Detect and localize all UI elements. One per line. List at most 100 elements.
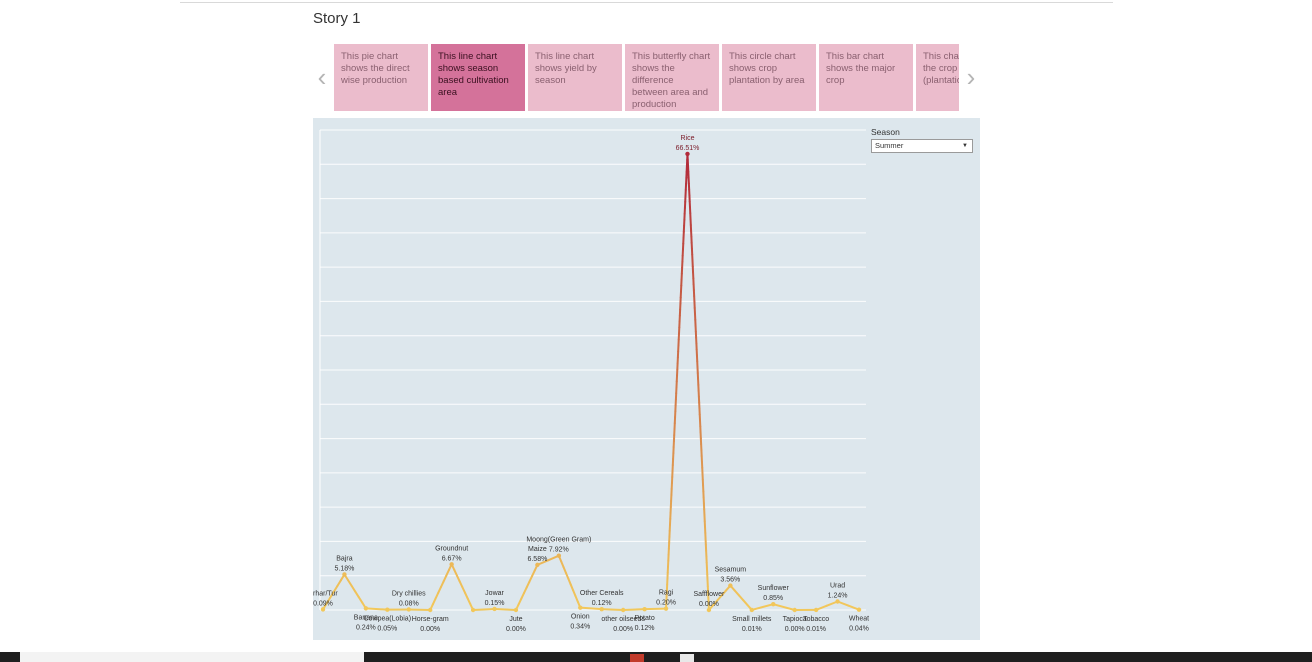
story-point-card[interactable]: This pie chart shows the direct wise pro… (334, 44, 428, 111)
data-label-value: 0.08% (399, 600, 419, 607)
data-point (620, 607, 626, 613)
data-label-name: Groundnut (435, 545, 468, 552)
app-icon[interactable] (680, 654, 694, 662)
story-point-card[interactable]: This chart shows the crop (plantation co… (916, 44, 959, 111)
series-line-segment (354, 590, 360, 599)
data-label-name: Cowpea(Lobia) (364, 616, 411, 623)
data-label-name: Onion (571, 614, 590, 621)
series-line-segment (772, 603, 796, 611)
series-line-segment (712, 599, 719, 607)
story-point-card[interactable]: This circle chart shows crop plantation … (722, 44, 816, 111)
series-line-segment (574, 595, 579, 603)
series-line-segment (531, 569, 536, 578)
series-line-segment (523, 586, 528, 595)
series-line-segment (564, 572, 570, 580)
data-label-value: 5.18% (335, 565, 355, 572)
series-line-segment (453, 568, 458, 577)
series-line-segment (431, 597, 437, 606)
series-line-segment (364, 607, 389, 611)
season-filter-dropdown[interactable]: Summer ▼ (871, 139, 973, 153)
data-label-name: Small millets (732, 616, 772, 623)
story-title: Story 1 (313, 10, 361, 27)
series-line-segment (325, 596, 332, 605)
data-label-value: 0.20% (656, 600, 676, 607)
top-divider (180, 2, 1113, 3)
data-point (856, 607, 862, 612)
story-point-card[interactable]: This butterfly chart shows the differenc… (625, 44, 719, 111)
data-label-value: 0.00% (506, 626, 526, 633)
data-point (835, 599, 840, 604)
series-line-segment (407, 608, 432, 611)
data-label-value: 0.85% (763, 595, 783, 602)
season-area-line-chart: Arhar/Tur 0.09% Bajra 5.18% Banana 0.24%Cowpe… (313, 129, 869, 633)
browser-icon[interactable] (630, 654, 644, 662)
series-line-segment (569, 583, 575, 592)
season-filter-value: Summer (875, 141, 904, 150)
data-point (342, 572, 347, 577)
data-label-name: Banana (354, 614, 378, 621)
data-point (406, 607, 411, 612)
story-point-card[interactable]: This bar chart shows the major crop (819, 44, 913, 111)
data-label-value: 0.01% (742, 626, 762, 633)
data-label-value: 0.05% (377, 626, 397, 633)
series-line-segment (350, 584, 357, 593)
data-point (385, 607, 390, 612)
data-point (728, 583, 733, 588)
series-line-segment (525, 580, 531, 589)
data-point (642, 606, 647, 612)
series-line-segment (562, 566, 567, 575)
series-line-segment (733, 589, 740, 597)
series-line-segment (750, 603, 775, 611)
series-line-segment (442, 574, 448, 583)
data-label-value: 0.12% (635, 625, 655, 632)
series-line-segment (456, 574, 461, 583)
data-label-name: Maize (528, 546, 547, 553)
series-line-segment (742, 599, 749, 607)
story-points-strip: This pie chart shows the direct wise pro… (334, 44, 959, 111)
series-line-segment (572, 589, 577, 598)
data-label-name: Urad (830, 582, 845, 589)
data-label-value: 6.58% (527, 556, 547, 563)
data-point (685, 151, 690, 157)
series-line-segment (579, 606, 603, 611)
data-label-name: Horse-gram (412, 616, 449, 623)
series-line-segment (329, 590, 335, 599)
data-point (428, 607, 433, 613)
data-label-value: 0.24% (356, 624, 376, 631)
chevron-left-icon[interactable]: ‹ (317, 62, 327, 92)
data-label-value: 0.00% (785, 626, 805, 633)
data-label-value: 0.04% (849, 626, 869, 633)
data-label-name: Bajra (336, 555, 352, 562)
data-label-value: 0.00% (613, 626, 633, 633)
data-point (771, 601, 776, 607)
taskbar-search-box[interactable] (20, 652, 364, 662)
data-point (320, 607, 326, 612)
data-point (492, 606, 497, 612)
series-line-segment (336, 579, 342, 588)
season-filter-title: Season (871, 127, 900, 137)
story-point-card[interactable]: This line chart shows yield by season (528, 44, 622, 111)
data-point (470, 607, 476, 613)
data-label-name: Jowar (485, 590, 504, 597)
data-label-value: 0.12% (592, 600, 612, 607)
series-line-segment (528, 575, 534, 583)
data-label-name: Other Cereals (580, 590, 624, 597)
data-label-value: 0.01% (806, 626, 826, 633)
data-label-value: 0.00% (699, 601, 719, 608)
data-point (792, 607, 797, 613)
series-line-segment (458, 580, 464, 589)
data-label-name: Sunflower (758, 585, 790, 592)
story-point-card[interactable]: This line chart shows season based culti… (431, 44, 525, 111)
data-label-value: 3.56% (720, 577, 740, 584)
dropdown-caret-icon: ▼ (962, 143, 968, 149)
series-line-segment (332, 585, 339, 593)
data-label-name: Rice (680, 135, 694, 142)
data-label-name: Potato (634, 615, 654, 622)
data-label-name: Moong(Green Gram) (526, 537, 591, 544)
series-line-segment (517, 597, 523, 606)
chart-panel: Arhar/Tur 0.09% Bajra 5.18% Banana 0.24%Cowpe… (313, 118, 980, 640)
series-line-segment (622, 608, 646, 611)
chevron-right-icon[interactable]: › (966, 62, 976, 92)
data-label-name: Sesamum (715, 567, 747, 574)
series-line-segment (439, 580, 445, 589)
